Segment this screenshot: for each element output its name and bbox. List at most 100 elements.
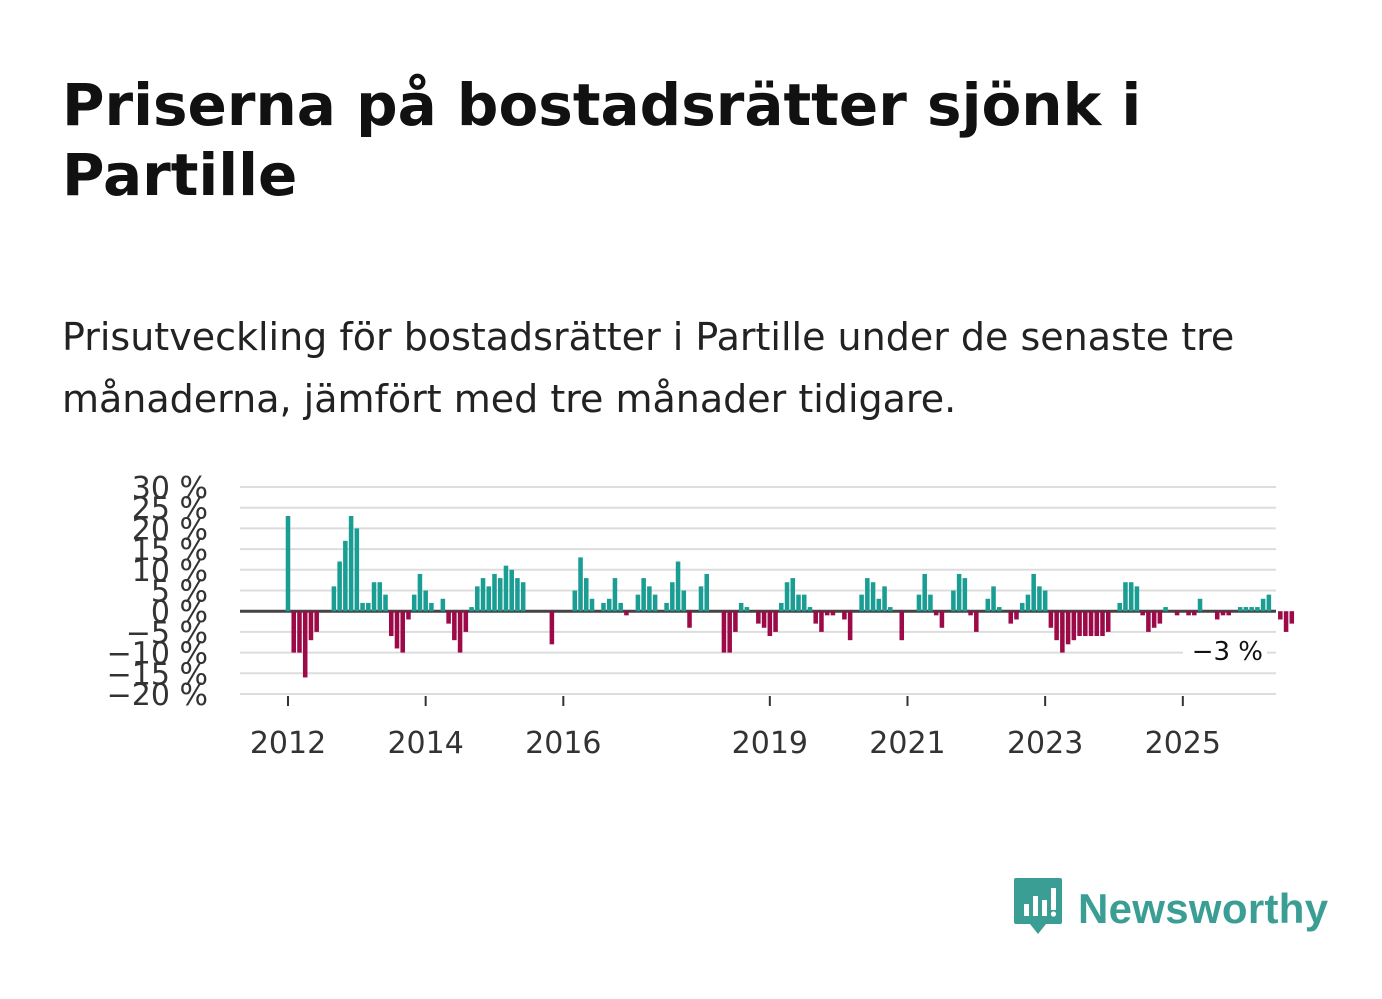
bar: [337, 561, 342, 612]
newsworthy-logo-icon: [1012, 876, 1064, 942]
bar: [1088, 611, 1094, 637]
bar: [624, 611, 629, 616]
bar: [1151, 611, 1157, 628]
bar: [664, 602, 669, 612]
bar: [681, 590, 687, 612]
bar: [1260, 598, 1266, 612]
bar: [813, 611, 818, 624]
end-label: −3 %: [1192, 637, 1263, 667]
bar: [1077, 611, 1082, 637]
y-tick-label: 15 %: [132, 533, 208, 568]
bar: [1060, 611, 1065, 653]
y-tick-label: 0 %: [151, 595, 208, 630]
bar: [738, 602, 744, 612]
bar: [578, 557, 583, 612]
bar: [1220, 611, 1226, 616]
bar: [727, 611, 732, 653]
bar: [366, 602, 371, 612]
bar: [985, 598, 991, 612]
bar: [1289, 611, 1295, 624]
bar: [1186, 611, 1191, 616]
bar: [285, 515, 291, 612]
bar: [469, 607, 474, 612]
bar: [1019, 602, 1025, 612]
y-tick-label: −20 %: [107, 678, 208, 713]
x-tick-label: 2014: [387, 726, 463, 761]
bar: [899, 611, 905, 641]
bar: [377, 582, 383, 612]
bar: [647, 586, 652, 612]
bar: [784, 582, 790, 612]
bar: [698, 586, 704, 612]
bar: [870, 582, 876, 612]
bar: [549, 611, 555, 645]
bar: [589, 598, 595, 612]
bar: [1048, 611, 1054, 628]
bar: [394, 611, 400, 649]
bar: [497, 578, 503, 612]
bar: [847, 611, 853, 641]
y-tick-label: 5 %: [151, 575, 208, 610]
bar: [652, 594, 658, 612]
bar: [1008, 611, 1014, 624]
x-tick-label: 2019: [732, 726, 808, 761]
bar: [859, 594, 864, 612]
bar: [951, 590, 956, 612]
bar: [291, 611, 297, 653]
bar: [480, 578, 486, 612]
bar: [819, 611, 824, 632]
bar: [297, 611, 302, 653]
bar: [830, 611, 836, 616]
bar: [1117, 602, 1122, 612]
bar: [1025, 594, 1031, 612]
bar: [865, 578, 870, 612]
bar: [584, 578, 589, 612]
bar: [1140, 611, 1145, 616]
brand-name: Newsworthy: [1078, 885, 1329, 932]
bar: [922, 573, 927, 612]
bar: [406, 611, 411, 620]
bar: [687, 611, 692, 628]
bar: [767, 611, 773, 637]
bar: [452, 611, 457, 641]
bar: [1249, 607, 1254, 612]
bar: [842, 611, 847, 620]
bar: [1128, 582, 1134, 612]
bar: [475, 586, 480, 612]
bar: [520, 582, 526, 612]
bar: [1071, 611, 1077, 641]
bar: [916, 594, 922, 612]
brand: Newsworthy: [1012, 878, 1328, 940]
bar: [1083, 611, 1088, 637]
bar: [956, 573, 962, 612]
bar: [1054, 611, 1059, 641]
chart-subtitle: Prisutveckling för bostadsrätter i Parti…: [62, 315, 1235, 421]
bar: [515, 578, 520, 612]
grid-lines: [240, 486, 1276, 695]
bar: [888, 607, 893, 612]
bar: [492, 573, 497, 612]
end-label-group: −3 %: [1183, 634, 1267, 668]
bar: [463, 611, 469, 632]
y-axis-ticks: 30 %25 %20 %15 %10 %5 %0 %−5 %−10 %−15 %…: [107, 471, 208, 713]
bar: [1134, 586, 1140, 612]
x-tick-label: 2025: [1145, 726, 1221, 761]
bar: [733, 611, 738, 632]
bar: [503, 565, 509, 612]
bar: [1266, 594, 1272, 612]
bar: [371, 582, 377, 612]
bar: [486, 586, 492, 612]
bar: [876, 598, 882, 612]
bar: [417, 573, 423, 612]
bar: [383, 594, 388, 612]
x-axis-ticks: 2012 2014 2016 2019 2021 2023 2025: [250, 696, 1221, 761]
bar: [1157, 611, 1163, 624]
bar: [744, 607, 750, 612]
bar: [824, 611, 830, 616]
chart-title: Priserna på bostadsrätter sjönk i Partil…: [62, 71, 1142, 209]
bar: [1105, 611, 1111, 632]
bar: [928, 594, 933, 612]
bar: [790, 578, 796, 612]
bar: [354, 528, 360, 612]
